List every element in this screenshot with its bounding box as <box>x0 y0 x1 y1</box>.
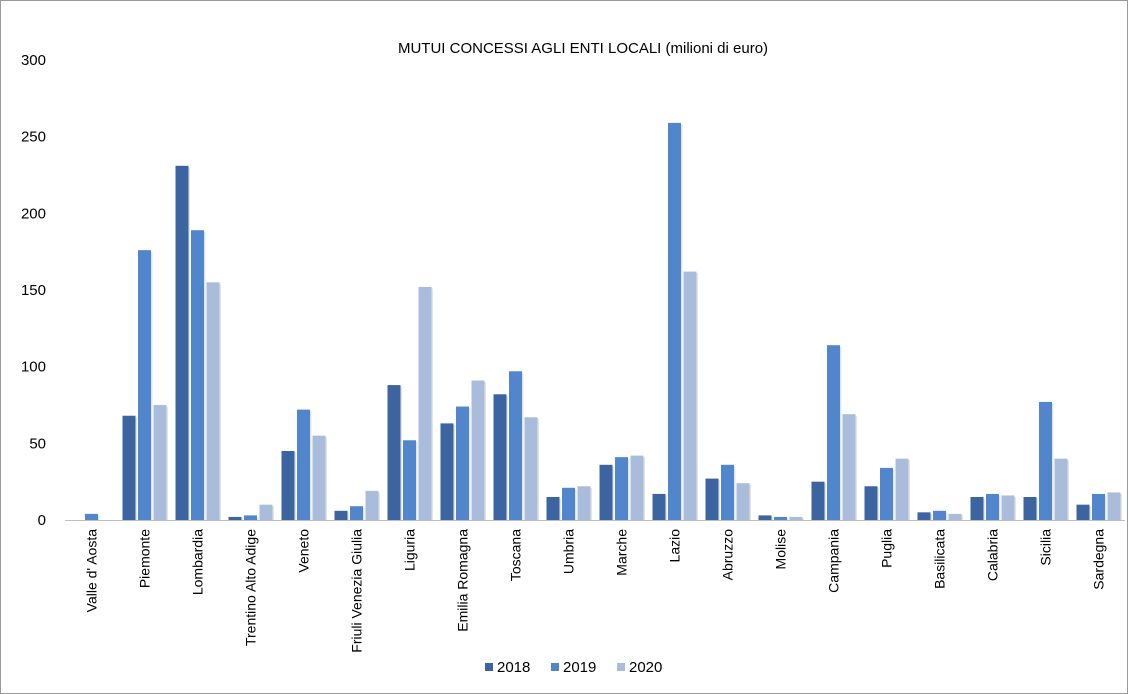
x-tick-label: Sicilia <box>1038 529 1054 566</box>
bar <box>387 385 401 520</box>
legend-swatch <box>617 663 625 671</box>
bar <box>456 406 469 520</box>
bar <box>493 394 507 520</box>
bar <box>758 515 772 520</box>
bar <box>175 165 189 521</box>
x-tick-label: Liguria <box>402 529 418 571</box>
bar <box>933 510 946 520</box>
x-tick-label: Molise <box>773 529 789 570</box>
x-tick-label: Puglia <box>879 529 895 568</box>
bar <box>562 487 575 520</box>
y-tick-label: 100 <box>21 359 46 376</box>
bar <box>842 414 856 520</box>
bar <box>403 440 416 520</box>
x-tick-label: Basilicata <box>932 529 948 589</box>
bar <box>1092 493 1105 520</box>
bar <box>334 510 348 520</box>
bar <box>827 345 840 520</box>
legend: 2018 2019 2020 <box>485 659 662 676</box>
bar <box>85 513 98 520</box>
legend-swatch <box>485 663 493 671</box>
bar <box>1039 401 1052 520</box>
bar <box>191 230 204 520</box>
x-tick-label: Marche <box>614 529 630 576</box>
bar <box>970 497 984 520</box>
bar <box>1001 495 1015 520</box>
bar <box>297 409 310 520</box>
bar <box>948 513 962 520</box>
bar <box>811 481 825 520</box>
legend-label: 2020 <box>629 659 662 676</box>
y-tick-label: 300 <box>21 52 46 69</box>
chart-title: MUTUI CONCESSI AGLI ENTI LOCALI (milioni… <box>398 40 768 57</box>
bar <box>789 516 803 520</box>
bar <box>864 486 878 520</box>
bar <box>281 451 295 520</box>
bar <box>917 512 931 520</box>
bar <box>1107 492 1121 520</box>
bar <box>509 371 522 520</box>
bar <box>228 516 242 520</box>
bar <box>138 250 151 520</box>
legend-swatch <box>551 663 559 671</box>
x-tick-label: Friuli Venezia Giulia <box>349 529 365 653</box>
bar <box>652 493 666 520</box>
bar <box>524 417 538 520</box>
bar <box>705 478 719 520</box>
bar <box>418 286 432 520</box>
bar <box>615 457 628 520</box>
y-tick-label: 200 <box>21 205 46 222</box>
x-tick-label: Umbria <box>561 529 577 574</box>
bar <box>440 423 454 520</box>
y-tick-label: 0 <box>38 512 46 529</box>
y-tick-label: 150 <box>21 282 46 299</box>
x-axis-labels: Valle d' Aosta Piemonte Lombardia Trentino … <box>84 529 1107 653</box>
bars <box>85 122 1122 521</box>
bar <box>365 490 379 520</box>
bar <box>206 282 220 520</box>
bar <box>774 516 787 520</box>
bar <box>630 455 644 520</box>
x-tick-label: Campania <box>826 529 842 593</box>
bar <box>1054 458 1068 520</box>
x-tick-label: Sardegna <box>1091 529 1107 590</box>
x-tick-label: Veneto <box>296 529 312 573</box>
x-tick-label: Abruzzo <box>720 529 736 581</box>
bar <box>312 435 326 520</box>
bar <box>599 464 613 520</box>
legend-label: 2019 <box>563 659 596 676</box>
bar <box>668 122 681 520</box>
bar <box>880 467 893 520</box>
bar <box>721 464 734 520</box>
bar <box>259 504 273 520</box>
x-tick-label: Emilia Romagna <box>455 529 471 632</box>
x-tick-label: Lazio <box>667 529 683 563</box>
bar <box>577 486 591 520</box>
bar <box>1023 497 1037 520</box>
bar <box>153 405 167 520</box>
bar <box>683 271 697 520</box>
x-tick-label: Lombardia <box>190 529 206 595</box>
x-tick-label: Toscana <box>508 529 524 581</box>
x-tick-label: Trentino Alto Adige <box>243 529 259 646</box>
y-tick-label: 50 <box>29 435 46 452</box>
x-tick-label: Valle d' Aosta <box>84 529 100 613</box>
y-axis-ticks: 0 50 100 150 200 250 300 <box>21 52 46 529</box>
legend-label: 2018 <box>497 659 530 676</box>
bar <box>471 380 485 520</box>
bar <box>986 493 999 520</box>
bar <box>122 415 136 520</box>
bar <box>736 483 750 520</box>
bar <box>244 515 257 520</box>
bar <box>895 458 909 520</box>
bar <box>546 497 560 520</box>
y-tick-label: 250 <box>21 129 46 146</box>
x-tick-label: Piemonte <box>137 529 153 588</box>
bar <box>1076 504 1090 520</box>
x-tick-label: Calabria <box>985 529 1001 581</box>
bar <box>350 506 363 520</box>
